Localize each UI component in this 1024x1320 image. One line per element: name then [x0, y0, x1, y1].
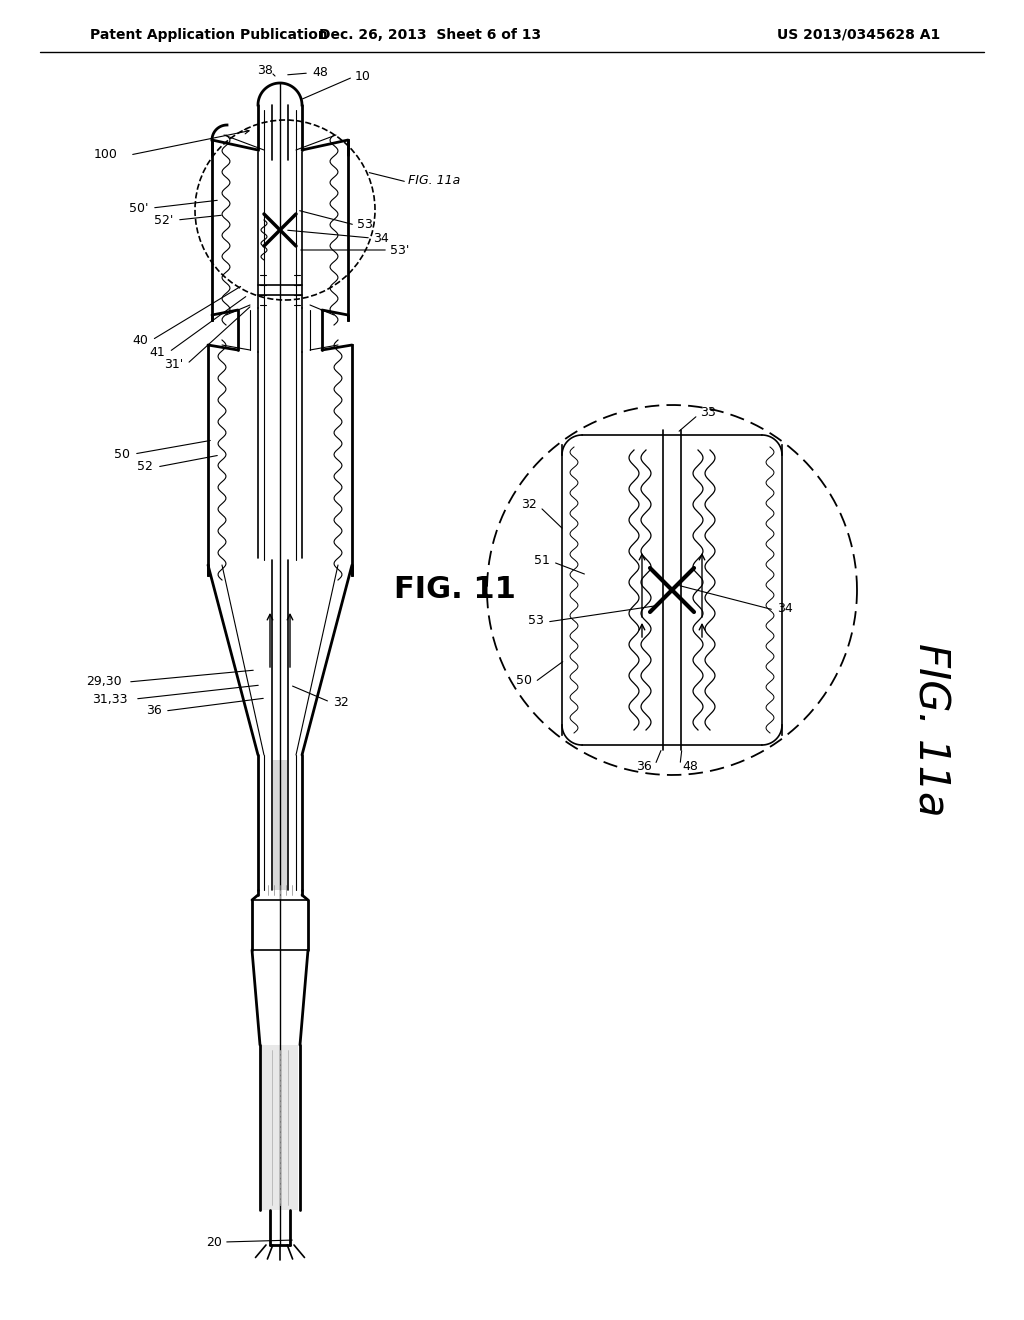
Text: 53: 53	[357, 219, 373, 231]
Text: 29,30: 29,30	[86, 676, 122, 689]
Text: 36: 36	[636, 760, 652, 774]
Text: 50: 50	[114, 447, 130, 461]
Bar	[273, 760, 287, 890]
Text: US 2013/0345628 A1: US 2013/0345628 A1	[777, 28, 940, 42]
Text: 50': 50'	[128, 202, 148, 214]
Text: 33: 33	[700, 407, 716, 420]
Text: 34: 34	[373, 231, 389, 244]
Text: 20: 20	[206, 1237, 222, 1250]
Text: 32: 32	[521, 499, 537, 511]
Text: 40: 40	[132, 334, 148, 346]
Text: 100: 100	[94, 149, 118, 161]
Text: 48: 48	[682, 760, 698, 774]
Text: 50: 50	[516, 673, 532, 686]
Text: 52: 52	[137, 461, 153, 474]
Text: 41: 41	[150, 346, 165, 359]
Text: 31': 31'	[164, 358, 183, 371]
Text: 38: 38	[257, 63, 273, 77]
Text: Dec. 26, 2013  Sheet 6 of 13: Dec. 26, 2013 Sheet 6 of 13	[318, 28, 541, 42]
Bar	[262, 1045, 298, 1210]
Circle shape	[487, 405, 857, 775]
Text: 10: 10	[355, 70, 371, 82]
Text: FIG. 11a: FIG. 11a	[408, 173, 460, 186]
Text: 34: 34	[777, 602, 793, 615]
Text: 53': 53'	[390, 243, 410, 256]
Text: 53: 53	[528, 614, 544, 627]
Text: 48: 48	[312, 66, 328, 78]
Text: 31,33: 31,33	[92, 693, 128, 705]
Text: FIG. 11: FIG. 11	[394, 576, 516, 605]
Text: 51: 51	[535, 553, 550, 566]
Text: 36: 36	[146, 705, 162, 718]
Text: 52': 52'	[154, 214, 173, 227]
Text: Patent Application Publication: Patent Application Publication	[90, 28, 328, 42]
Text: FIG. 11a: FIG. 11a	[909, 643, 951, 817]
Text: 32: 32	[333, 696, 349, 709]
